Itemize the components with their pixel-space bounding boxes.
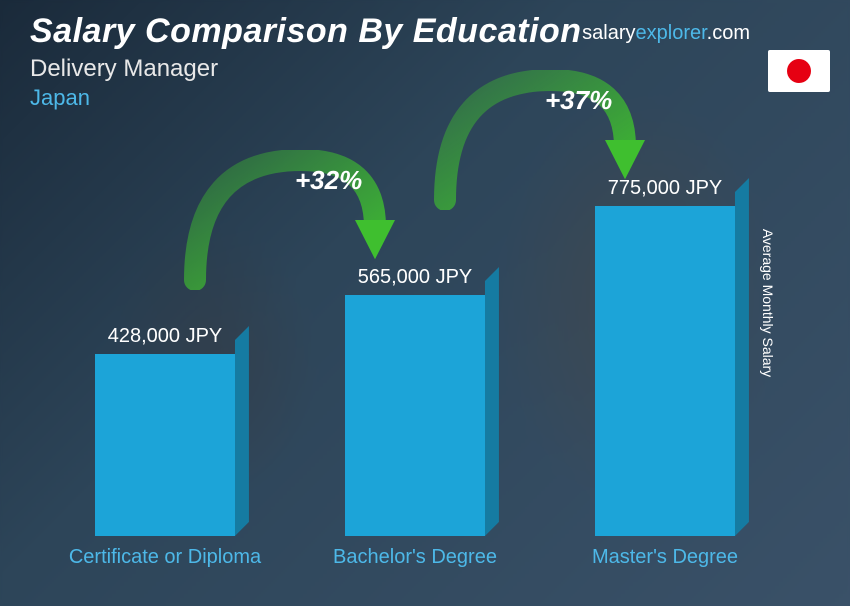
page-country: Japan bbox=[30, 85, 582, 111]
bar-value: 428,000 JPY bbox=[108, 325, 223, 348]
brand-logo: salaryexplorer.com bbox=[582, 22, 750, 45]
brand-part-2: explorer bbox=[636, 22, 707, 44]
bar-label: Bachelor's Degree bbox=[315, 546, 515, 569]
bar-group: 775,000 JPY Master's Degree bbox=[575, 177, 755, 536]
bar-front-face bbox=[95, 354, 235, 536]
y-axis-label: Average Monthly Salary bbox=[760, 229, 776, 377]
brand-part-1: salary bbox=[582, 22, 635, 44]
bar-side-face bbox=[235, 326, 249, 536]
bar: Certificate or Diploma bbox=[95, 354, 235, 536]
bar-front-face bbox=[345, 295, 485, 536]
flag-dot-icon bbox=[787, 59, 811, 83]
header: Salary Comparison By Education Delivery … bbox=[30, 12, 582, 111]
bar-side-face bbox=[485, 267, 499, 536]
bar-label: Certificate or Diploma bbox=[65, 546, 265, 569]
bar-group: 428,000 JPY Certificate or Diploma bbox=[75, 325, 255, 536]
bar: Master's Degree bbox=[595, 206, 735, 536]
increase-arrow: +32% bbox=[180, 150, 400, 290]
flag-japan bbox=[768, 50, 830, 92]
bar-chart: 428,000 JPY Certificate or Diploma 565,0… bbox=[0, 126, 850, 606]
bar-label: Master's Degree bbox=[565, 546, 765, 569]
bar-side-face bbox=[735, 178, 749, 536]
bar-front-face bbox=[595, 206, 735, 536]
bar: Bachelor's Degree bbox=[345, 295, 485, 536]
page-title: Salary Comparison By Education bbox=[30, 12, 582, 51]
arrow-icon bbox=[180, 150, 400, 290]
page-subtitle: Delivery Manager bbox=[30, 55, 582, 83]
bar-group: 565,000 JPY Bachelor's Degree bbox=[325, 266, 505, 536]
brand-part-3: .com bbox=[707, 22, 750, 44]
arrow-label: +32% bbox=[295, 165, 362, 196]
